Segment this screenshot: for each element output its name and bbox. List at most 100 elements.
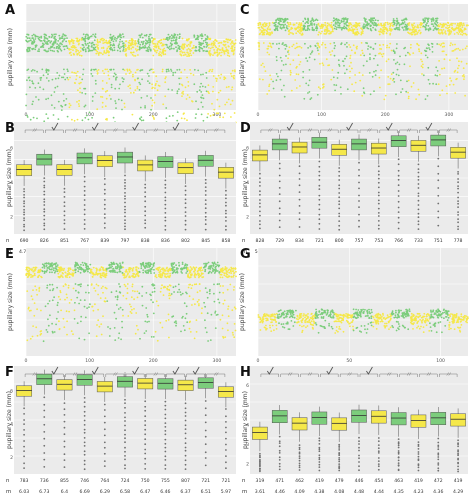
data-point: [311, 26, 314, 29]
data-point: [405, 29, 407, 31]
data-point: [437, 24, 440, 26]
data-point: [202, 97, 205, 100]
data-point: [350, 23, 352, 26]
data-point: [183, 44, 185, 47]
data-point: [344, 43, 346, 46]
data-point: [89, 303, 91, 306]
significance-brackets: [24, 122, 226, 133]
data-point: [309, 321, 312, 324]
data-point: [104, 286, 107, 289]
outlier-point: [358, 161, 360, 164]
outlier-point: [278, 180, 281, 183]
data-point: [287, 22, 289, 24]
outlier-point: [83, 213, 86, 216]
data-point: [137, 274, 139, 277]
data-point: [315, 308, 317, 311]
data-point: [146, 313, 149, 316]
check-icon: [346, 122, 353, 131]
data-point: [168, 37, 171, 40]
data-point: [31, 298, 34, 301]
data-point: [211, 46, 214, 49]
row-label-m: m: [242, 249, 247, 255]
count-value: 721: [201, 478, 210, 484]
data-point: [208, 50, 211, 53]
data-point: [38, 48, 40, 51]
data-point: [274, 28, 277, 31]
data-point: [180, 50, 183, 52]
data-point: [99, 38, 102, 41]
outlier-point: [437, 210, 440, 213]
data-point: [135, 42, 138, 45]
data-point: [159, 269, 162, 271]
data-point: [382, 317, 385, 320]
data-point: [451, 24, 453, 27]
outlier-point: [164, 408, 167, 411]
data-point: [155, 83, 157, 85]
data-point: [139, 106, 142, 109]
data-point: [81, 36, 84, 39]
data-point: [155, 300, 158, 303]
data-point: [102, 269, 105, 272]
data-point: [121, 326, 124, 329]
median-value: 6.37: [180, 489, 190, 495]
data-point: [141, 36, 144, 39]
y-tick-label: 6: [10, 388, 13, 394]
outlier-point: [457, 221, 459, 224]
data-point: [269, 74, 271, 77]
data-point: [311, 28, 314, 31]
data-point: [47, 318, 49, 321]
y-tick-label: 4: [10, 180, 13, 186]
outlier-point: [63, 201, 66, 204]
data-point: [165, 76, 167, 78]
box: [271, 138, 288, 151]
y-axis-label: pupillary size (mm): [239, 28, 246, 86]
data-point: [260, 64, 263, 66]
outlier-point: [358, 213, 360, 216]
data-point: [66, 333, 68, 336]
data-point: [66, 274, 69, 277]
data-point: [26, 339, 29, 342]
data-point: [195, 273, 198, 276]
outlier-point: [184, 437, 187, 440]
data-point: [128, 270, 131, 273]
check-icon: [132, 122, 139, 131]
outlier-point: [144, 420, 147, 422]
data-point: [373, 17, 376, 20]
data-point: [213, 300, 216, 303]
outlier-point: [318, 188, 321, 191]
outlier-point: [23, 194, 25, 196]
data-point: [276, 29, 279, 32]
data-point: [59, 298, 62, 301]
data-point: [352, 316, 355, 319]
data-point: [36, 308, 38, 311]
data-point: [275, 73, 278, 75]
data-point: [218, 53, 220, 55]
data-point: [447, 22, 450, 24]
data-point: [101, 53, 104, 56]
data-point: [279, 17, 282, 20]
outlier-point: [23, 455, 25, 458]
data-point: [298, 317, 301, 320]
outlier-point: [338, 187, 341, 190]
data-point: [173, 262, 176, 264]
data-point: [152, 71, 155, 74]
check-icon: [91, 122, 99, 131]
data-point: [232, 50, 235, 52]
data-point: [297, 27, 300, 29]
data-point: [70, 298, 73, 301]
data-point: [51, 289, 54, 292]
count-value: 838: [141, 238, 150, 244]
data-point: [368, 22, 370, 25]
data-point: [92, 266, 95, 269]
ns-icon: [72, 372, 78, 376]
data-point: [43, 39, 46, 41]
data-point: [138, 292, 141, 295]
data-point: [258, 48, 260, 51]
data-point: [189, 69, 192, 71]
data-point: [389, 42, 392, 45]
data-point: [422, 18, 425, 21]
check-icon: [172, 366, 180, 375]
data-point: [234, 267, 237, 270]
outlier-point: [278, 193, 281, 196]
data-point: [268, 53, 271, 56]
